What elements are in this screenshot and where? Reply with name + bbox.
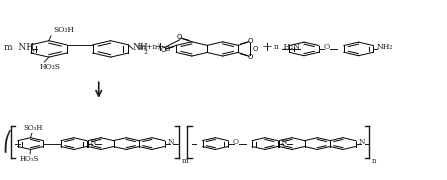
Text: 2: 2 (144, 50, 148, 55)
Text: O: O (177, 34, 182, 40)
Text: O: O (324, 43, 330, 51)
Text: SO₃H: SO₃H (23, 124, 42, 132)
Text: N: N (168, 138, 174, 146)
Text: O: O (253, 46, 258, 52)
Text: n: n (371, 158, 376, 165)
Text: +: + (155, 41, 166, 54)
Text: n  H₂N: n H₂N (274, 43, 300, 51)
Text: O: O (164, 46, 170, 52)
Text: O: O (233, 138, 239, 146)
Text: SO₃H: SO₃H (53, 26, 74, 34)
Text: NH: NH (133, 43, 148, 52)
Text: m  NH: m NH (4, 43, 34, 52)
Text: +: + (261, 41, 273, 54)
Text: 2: 2 (31, 50, 35, 55)
Text: ⎛: ⎛ (3, 130, 12, 153)
Text: N: N (358, 138, 365, 146)
Text: O: O (248, 38, 253, 44)
Text: O: O (161, 47, 166, 53)
Text: NH₂: NH₂ (377, 43, 393, 51)
Text: (m+n): (m+n) (136, 43, 161, 51)
Text: N: N (281, 138, 287, 146)
Text: HO₃S: HO₃S (20, 155, 39, 163)
Text: O: O (248, 54, 253, 60)
Text: N: N (90, 138, 96, 146)
Text: m: m (181, 158, 188, 165)
Text: HO₃S: HO₃S (40, 63, 61, 71)
